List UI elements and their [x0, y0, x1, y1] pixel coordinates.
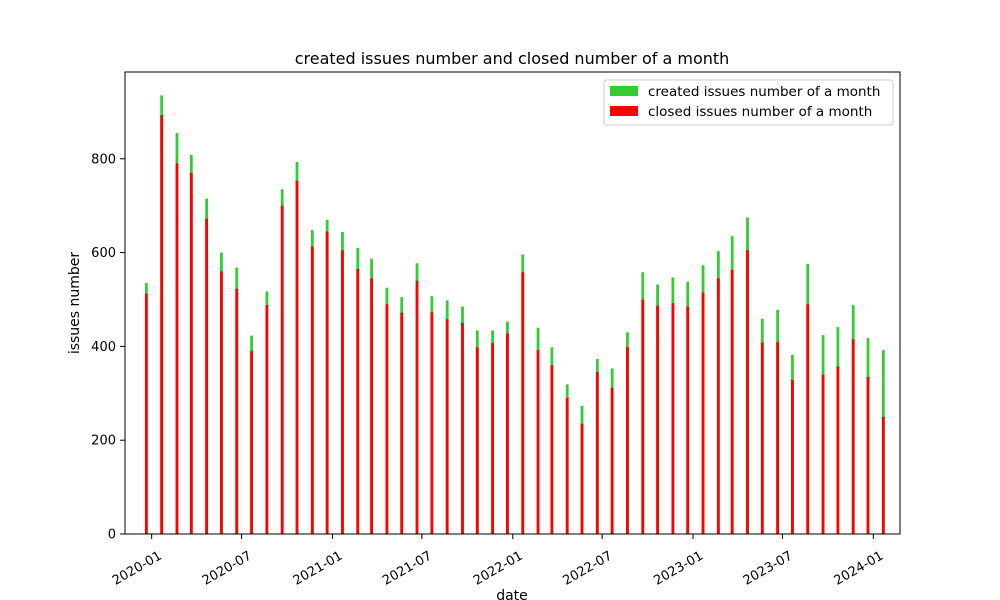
- x-tick-label: 2024-01: [832, 549, 887, 589]
- legend-frame: [603, 79, 894, 126]
- bar-closed: [806, 304, 810, 534]
- x-tick-label: 2023-07: [741, 549, 796, 589]
- bar-closed: [220, 271, 223, 534]
- bar-closed: [760, 342, 764, 534]
- bar-closed: [475, 347, 479, 534]
- bar-closed: [521, 272, 525, 534]
- bar-closed: [341, 250, 344, 534]
- x-tick-label: 2021-07: [380, 549, 435, 589]
- bar-closed: [641, 299, 645, 534]
- y-tick-label: 400: [91, 340, 116, 355]
- bar-closed: [565, 397, 569, 534]
- bar-closed: [701, 292, 705, 534]
- bar-closed: [250, 351, 253, 534]
- x-tick-label: 2021-01: [291, 549, 346, 589]
- bar-closed: [205, 218, 209, 535]
- bar-closed: [610, 387, 614, 534]
- legend: created issues number of a month closed …: [603, 79, 894, 126]
- bar-closed: [506, 333, 509, 534]
- x-tick-label: 2023-01: [651, 549, 706, 589]
- plot-frame: [124, 71, 901, 535]
- bar-closed: [536, 350, 540, 534]
- bar-closed: [686, 306, 690, 534]
- bar-closed: [851, 339, 855, 534]
- bar-closed: [144, 293, 148, 534]
- bar-closed: [280, 205, 284, 535]
- bar-closed: [671, 303, 675, 534]
- y-axis-label: issues number: [67, 252, 83, 355]
- bar-closed: [189, 172, 193, 534]
- bar-closed: [445, 319, 449, 534]
- bar-closed: [580, 423, 584, 534]
- bar-closed: [461, 322, 464, 534]
- legend-swatch-created: [610, 86, 638, 96]
- legend-swatch-closed: [610, 106, 638, 116]
- legend-label-closed: closed issues number of a month: [648, 104, 872, 120]
- bar-closed: [595, 372, 599, 534]
- y-tick-label: 200: [91, 434, 116, 449]
- bar-closed: [370, 278, 373, 534]
- bar-closed: [776, 342, 780, 534]
- legend-label-created: created issues number of a month: [648, 84, 880, 100]
- bar-closed: [791, 380, 794, 534]
- bar-closed: [881, 416, 885, 534]
- bar-closed: [160, 115, 164, 534]
- x-tick-label: 2022-07: [560, 549, 615, 589]
- bar-closed: [716, 278, 720, 534]
- y-tick-label: 600: [91, 246, 116, 261]
- bar-closed: [175, 163, 179, 535]
- bar-closed: [310, 246, 314, 535]
- bar-closed: [400, 312, 404, 534]
- y-axis: 0 200 400 600 800: [91, 152, 125, 543]
- y-tick-label: 800: [91, 152, 116, 167]
- bars-layer: [144, 95, 885, 535]
- bar-closed: [356, 268, 360, 534]
- x-axis: 2020-01 2020-07 2021-01 2021-07 2022-01 2022-…: [110, 534, 886, 589]
- x-tick-label: 2022-01: [471, 549, 526, 589]
- chart-title: created issues number and closed number …: [295, 49, 730, 68]
- bar-closed: [385, 304, 389, 534]
- bar-closed: [866, 376, 870, 534]
- x-tick-label: 2020-01: [110, 549, 165, 589]
- y-tick-label: 0: [108, 528, 116, 543]
- bar-closed: [295, 180, 299, 535]
- x-axis-label: date: [496, 588, 528, 600]
- bar-closed: [265, 305, 269, 534]
- bar-closed: [821, 374, 825, 534]
- bar-closed: [415, 280, 419, 534]
- bar-closed: [325, 231, 329, 534]
- bar-closed: [550, 365, 554, 534]
- bar-closed: [656, 305, 659, 534]
- x-tick-label: 2020-07: [200, 549, 255, 589]
- bar-closed: [836, 366, 840, 534]
- bar-closed: [430, 312, 434, 534]
- bar-closed: [235, 288, 239, 534]
- bar-closed: [730, 269, 734, 534]
- bar-closed: [626, 347, 629, 534]
- bar-closed: [491, 343, 495, 534]
- bar-closed: [746, 250, 749, 534]
